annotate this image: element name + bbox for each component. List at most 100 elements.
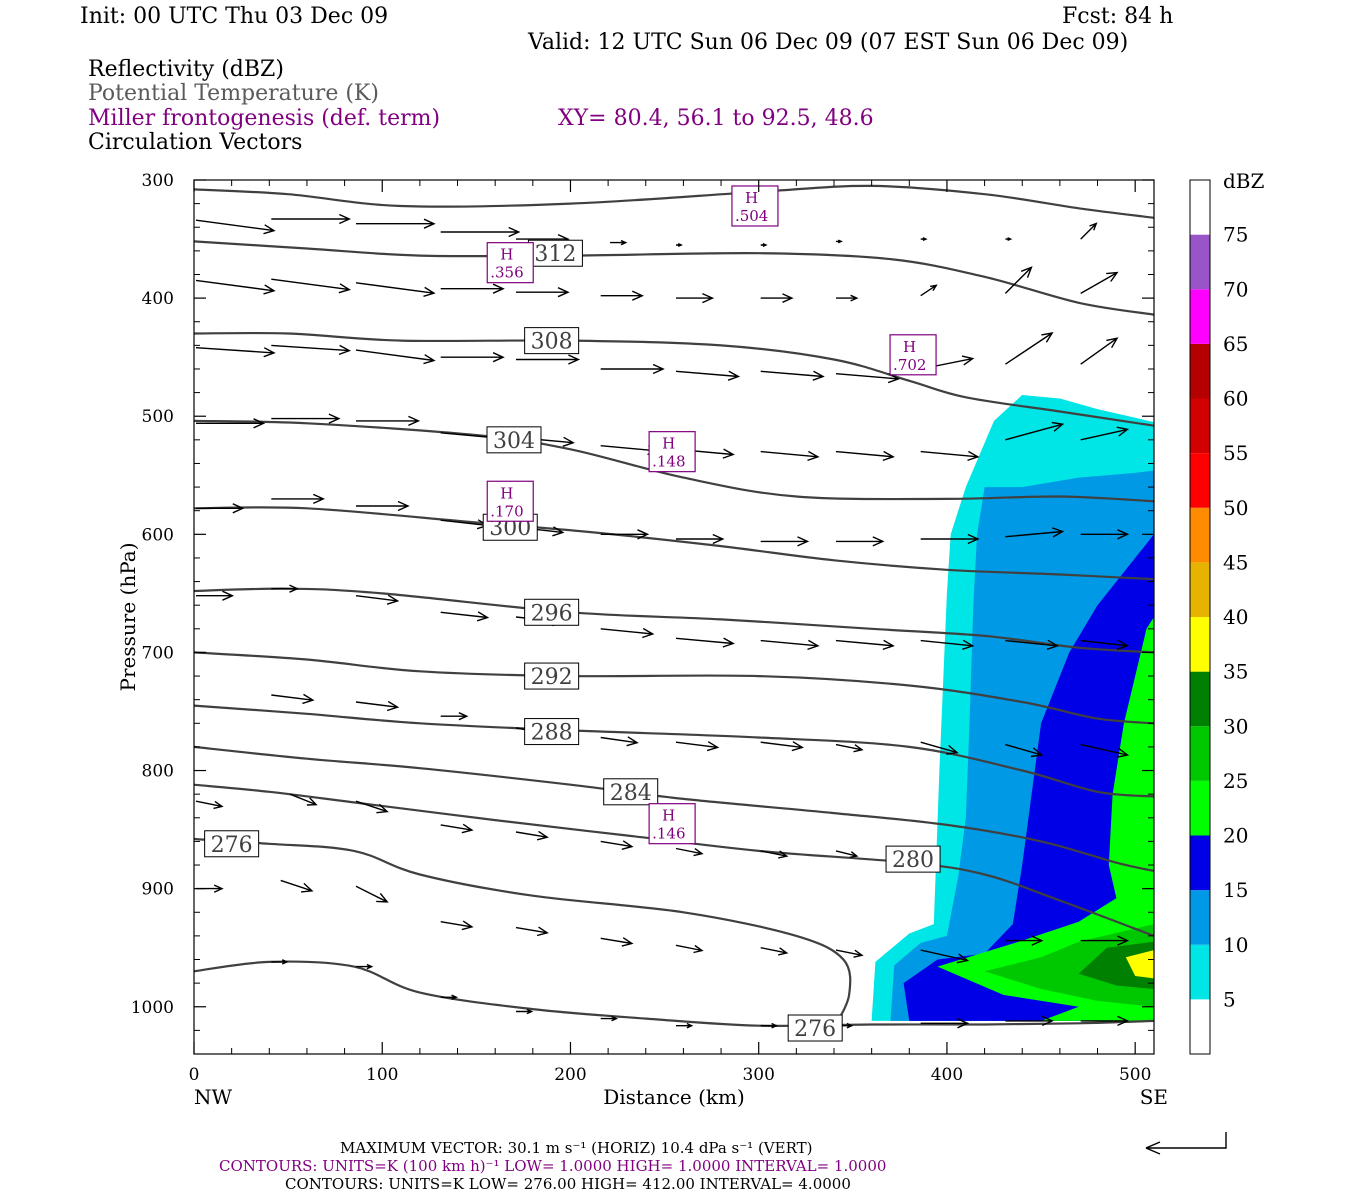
colorbar-swatch	[1190, 180, 1210, 235]
circulation-vector	[760, 536, 810, 547]
x-end-right: SE	[1140, 1085, 1168, 1109]
circulation-vector	[271, 413, 341, 424]
svg-text:.146: .146	[652, 825, 685, 843]
theta-contour-288	[194, 704, 1154, 798]
theta-label-276: 276	[204, 830, 260, 858]
circulation-vector	[440, 611, 490, 622]
colorbar-level-label: 20	[1223, 824, 1248, 848]
circulation-vector	[355, 700, 400, 712]
circulation-vector	[760, 639, 820, 651]
colorbar-unit: dBZ	[1223, 169, 1265, 193]
colorbar-swatch	[1190, 398, 1210, 454]
circulation-vector	[356, 963, 374, 970]
circulation-vector	[600, 736, 639, 747]
theta-label-312: 312	[527, 239, 583, 267]
circulation-vector	[195, 800, 224, 810]
circulation-vector	[1005, 743, 1044, 758]
svg-text:296: 296	[531, 601, 573, 626]
circulation-vector	[356, 415, 421, 427]
circulation-vector	[920, 284, 938, 297]
circulation-vector	[356, 218, 436, 229]
circulation-vector	[760, 242, 768, 247]
circulation-vector	[835, 450, 895, 462]
x-end-left: NW	[194, 1085, 233, 1109]
circulation-vector	[1080, 222, 1098, 240]
svg-text:288: 288	[531, 721, 573, 746]
circulation-vector	[1080, 337, 1119, 365]
colorbar-swatch	[1190, 835, 1210, 891]
y-axis-label: Pressure (hPa)	[116, 543, 140, 692]
circulation-vector	[195, 219, 276, 235]
circulation-vector	[920, 1018, 970, 1029]
theta-label-296: 296	[524, 598, 580, 626]
circulation-vector	[280, 879, 314, 893]
reflectivity-region-20	[937, 617, 1154, 1021]
reflectivity-region-25	[984, 924, 1154, 1007]
colorbar-level-label: 10	[1223, 933, 1248, 957]
circulation-vector	[760, 450, 820, 462]
y-tick-label: 800	[142, 762, 174, 782]
x-axis-label: Distance (km)	[603, 1085, 745, 1109]
theta-contour-note: CONTOURS: UNITS=K LOW= 276.00 HIGH= 412.…	[285, 1175, 851, 1193]
theta-contour-308	[194, 331, 1154, 427]
circulation-vector	[516, 287, 570, 298]
circulation-vector	[676, 292, 715, 304]
circulation-vector	[440, 712, 469, 721]
colorbar-level-label: 35	[1223, 660, 1248, 684]
circulation-vector	[1080, 743, 1130, 758]
frontogenesis-maximum: H.146	[648, 803, 696, 845]
circulation-vector	[676, 1022, 694, 1029]
circulation-vector	[195, 279, 276, 295]
colorbar-swatch	[1190, 289, 1210, 344]
theta-contour-276	[194, 960, 1154, 1028]
theta-label-308: 308	[524, 327, 580, 355]
circulation-vector	[195, 347, 276, 358]
circulation-vector	[440, 283, 505, 294]
circulation-vector	[676, 242, 683, 247]
field-frontogenesis: Miller frontogenesis (def. term)	[88, 106, 441, 131]
circulation-vector	[289, 793, 318, 806]
circulation-vector	[1004, 266, 1033, 294]
svg-text:280: 280	[892, 848, 934, 873]
circulation-vector	[1080, 271, 1119, 295]
colorbar-level-label: 25	[1223, 769, 1248, 793]
circulation-vector	[440, 352, 505, 363]
svg-text:.702: .702	[893, 356, 926, 374]
svg-text:.356: .356	[490, 264, 523, 282]
frontogenesis-maximum: H.356	[486, 242, 534, 284]
colorbar-swatch	[1190, 726, 1210, 781]
colorbar-swatch	[1190, 507, 1210, 563]
svg-text:H: H	[500, 484, 513, 502]
y-tick-label: 600	[142, 525, 174, 545]
svg-text:.504: .504	[735, 207, 768, 225]
circulation-vector	[355, 349, 436, 365]
valid-time: Valid: 12 UTC Sun 06 Dec 09 (07 EST Sun …	[528, 30, 1129, 55]
init-time: Init: 00 UTC Thu 03 Dec 09	[80, 4, 389, 29]
circulation-vector	[760, 1022, 778, 1029]
theta-contour-292	[194, 651, 1154, 725]
circulation-vector	[355, 885, 389, 903]
colorbar-level-label: 40	[1223, 605, 1248, 629]
circulation-vector	[1080, 935, 1130, 946]
colorbar-swatch	[1190, 562, 1210, 617]
theta-contour-304	[194, 419, 1154, 503]
colorbar-level-label: 5	[1223, 987, 1236, 1011]
frontogenesis-maximum: H.148	[648, 431, 696, 473]
colorbar-level-label: 70	[1223, 277, 1248, 301]
circulation-vector	[355, 594, 400, 605]
colorbar-frame	[1189, 179, 1211, 1055]
colorbar-level-label: 55	[1223, 441, 1248, 465]
circulation-vector	[1080, 426, 1130, 441]
svg-text:H: H	[662, 435, 675, 453]
y-tick-label: 1000	[131, 998, 174, 1018]
circulation-vector	[760, 850, 789, 859]
circulation-vector	[675, 637, 735, 648]
circulation-vector	[355, 282, 436, 297]
circulation-vector	[1005, 1015, 1054, 1027]
colorbar-level-label: 60	[1223, 387, 1248, 411]
svg-text:H: H	[500, 246, 513, 264]
circulation-vector	[676, 533, 725, 545]
reflectivity-region-15	[903, 534, 1154, 1021]
circulation-vector	[271, 213, 352, 225]
cross-section-endpoints: XY= 80.4, 56.1 to 92.5, 48.6	[558, 106, 874, 131]
